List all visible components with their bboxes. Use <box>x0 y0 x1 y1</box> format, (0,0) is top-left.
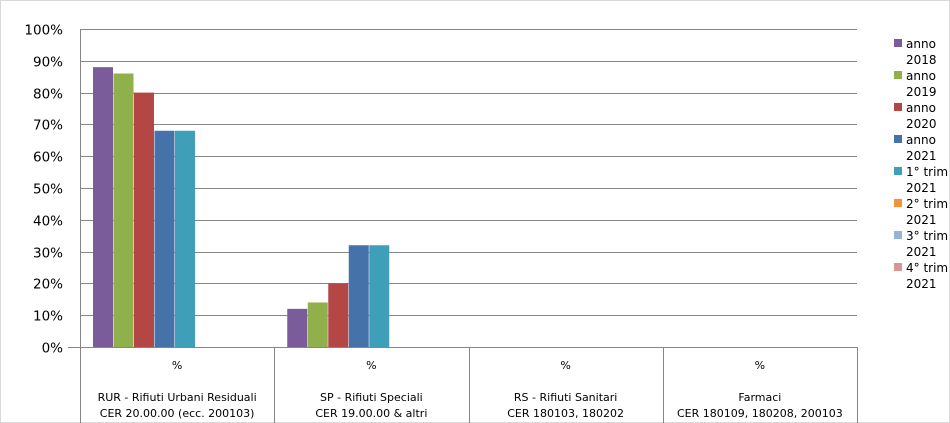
y-axis-tick-labels: 0% 10% 20% 30% 40% 50% 60% 70% 80% 90% 100% <box>24 23 63 357</box>
legend-label-line2: 2018 <box>906 53 937 67</box>
legend-label-line2: 2021 <box>906 245 937 259</box>
legend-label-line2: 2020 <box>906 117 937 131</box>
legend-label-line2: 2021 <box>906 181 937 195</box>
bars <box>93 67 390 348</box>
category-label-line1: SP - Rifiuti Speciali <box>320 391 423 404</box>
bar <box>348 245 369 347</box>
legend-label-line1: 4° trim <box>906 261 948 275</box>
y-tick-label: 10% <box>33 309 63 325</box>
y-tick-label: 90% <box>33 55 63 71</box>
gridlines <box>80 29 857 316</box>
legend-label-line1: anno <box>906 101 936 115</box>
legend-label-line1: 1° trim <box>906 165 948 179</box>
bar <box>307 302 328 347</box>
category-label-line2: CER 20.00.00 (ecc. 200103) <box>100 407 255 420</box>
legend-label-line2: 2019 <box>906 85 937 99</box>
category-label-line2: CER 180103, 180202 <box>507 407 624 420</box>
y-tick-label: 40% <box>33 214 63 230</box>
legend-swatch <box>894 231 902 239</box>
legend-label-line2: 2021 <box>906 213 937 227</box>
legend-label-line1: anno <box>906 37 936 51</box>
y-tick-label: 30% <box>33 246 63 262</box>
bar <box>134 92 154 347</box>
legend-label-line1: anno <box>906 133 936 147</box>
category-label-line1: RUR - Rifiuti Urbani Residuali <box>98 391 257 404</box>
y-tick-label: 80% <box>33 87 63 103</box>
category-label-line1: RS - Rifiuti Sanitari <box>514 391 617 404</box>
bar <box>113 73 134 348</box>
y-tick-label: 0% <box>42 341 64 357</box>
category-label-line1: Farmaci <box>738 391 781 404</box>
y-tick-label: 100% <box>24 23 63 39</box>
legend-swatch <box>894 199 902 207</box>
y-tick-label: 70% <box>33 118 63 134</box>
category-group-label: % <box>560 359 570 372</box>
bar <box>175 130 195 347</box>
axes <box>68 29 857 423</box>
category-group-label: % <box>366 359 376 372</box>
y-tick-label: 50% <box>33 182 63 198</box>
category-group-label: % <box>172 359 182 372</box>
legend-swatch <box>894 135 902 143</box>
bar <box>369 245 390 347</box>
category-label-line2: CER 180109, 180208, 200103 <box>677 407 843 420</box>
legend-swatch <box>894 71 902 79</box>
legend-label-line2: 2021 <box>906 149 937 163</box>
y-tick-label: 60% <box>33 150 63 166</box>
legend: anno 2018 anno 2019 anno 2020 anno 2021 1° trim 2… <box>894 37 948 291</box>
legend-label-line1: anno <box>906 69 936 83</box>
bar <box>287 308 308 347</box>
category-group-label: % <box>755 359 765 372</box>
legend-label-line1: 3° trim <box>906 229 948 243</box>
y-tick-label: 20% <box>33 277 63 293</box>
legend-swatch <box>894 167 902 175</box>
bar <box>93 67 113 347</box>
legend-swatch <box>894 39 902 47</box>
bar <box>154 130 175 347</box>
legend-label-line2: 2021 <box>906 277 937 291</box>
legend-label-line1: 2° trim <box>906 197 948 211</box>
legend-swatch <box>894 263 902 271</box>
category-table: % RUR - Rifiuti Urbani Residuali CER 20.00… <box>98 347 858 423</box>
category-label-line2: CER 19.00.00 & altri <box>315 407 427 420</box>
legend-swatch <box>894 103 902 111</box>
bar <box>328 283 349 347</box>
